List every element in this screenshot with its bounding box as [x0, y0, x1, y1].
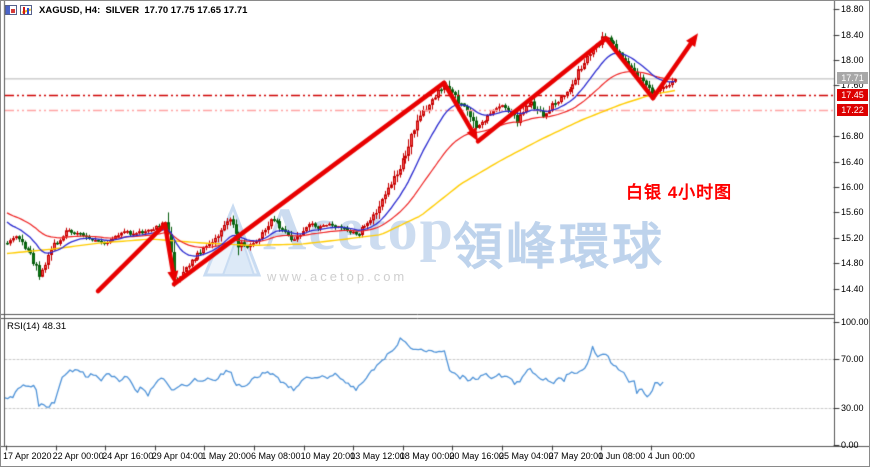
time-tick-label: 24 Apr 16:00	[102, 451, 154, 461]
price-tick-label: 15.60	[841, 207, 864, 218]
price-tick-label: 18.80	[841, 4, 864, 15]
candlestick-chart-icon	[20, 5, 32, 15]
symbol-title: XAGUSD, H4: SILVER 17.70 17.75 17.65 17.…	[39, 4, 248, 16]
price-tick-label: 18.00	[841, 54, 864, 65]
time-tick-label: 1 May 20:00	[201, 451, 251, 461]
time-tick-label: 10 May 20:00	[300, 451, 356, 461]
rsi-tick-label: 0.00	[841, 440, 859, 450]
current-price-tag: 17.71	[837, 72, 868, 85]
chart-title-bar: XAGUSD, H4: SILVER 17.70 17.75 17.65 17.…	[5, 4, 247, 16]
market-watch-icon	[5, 5, 17, 15]
analyst-annotation: 白银 4小时图	[626, 183, 733, 202]
time-tick-label: 18 May 00:00	[399, 451, 455, 461]
price-tick-label: 16.40	[841, 156, 864, 167]
time-tick-label: 29 Apr 04:00	[151, 451, 203, 461]
rsi-tick-label: 30.00	[841, 403, 864, 414]
price-tick-label: 17.60	[841, 80, 864, 91]
time-tick-label: 1 Jun 08:00	[598, 451, 646, 461]
rsi-indicator-label: RSI(14) 48.31	[7, 321, 67, 332]
price-tick-label: 16.80	[841, 131, 864, 142]
time-tick-label: 22 Apr 00:00	[52, 451, 104, 461]
price-tick-label: 15.20	[841, 232, 864, 243]
time-tick-label: 27 May 20:00	[548, 451, 604, 461]
time-tick-label: 20 May 16:00	[449, 451, 504, 461]
time-tick-label: 13 May 12:00	[350, 451, 405, 461]
time-tick-label: 17 Apr 2020	[3, 451, 52, 461]
price-tick-label: 16.00	[841, 181, 864, 192]
resistance-level-tag: 17.45	[837, 88, 868, 101]
time-tick-label: 4 Jun 00:00	[647, 451, 695, 461]
price-tick-label: 14.80	[841, 258, 864, 269]
time-tick-label: 25 May 04:00	[499, 451, 554, 461]
price-tick-label: 14.40	[841, 283, 864, 294]
price-tick-label: 18.40	[841, 29, 864, 40]
time-tick-label: 6 May 08:00	[251, 451, 301, 461]
support-level-tag: 17.22	[837, 103, 868, 116]
rsi-tick-label: 70.00	[841, 353, 864, 364]
rsi-tick-label: 100.00	[841, 317, 869, 327]
